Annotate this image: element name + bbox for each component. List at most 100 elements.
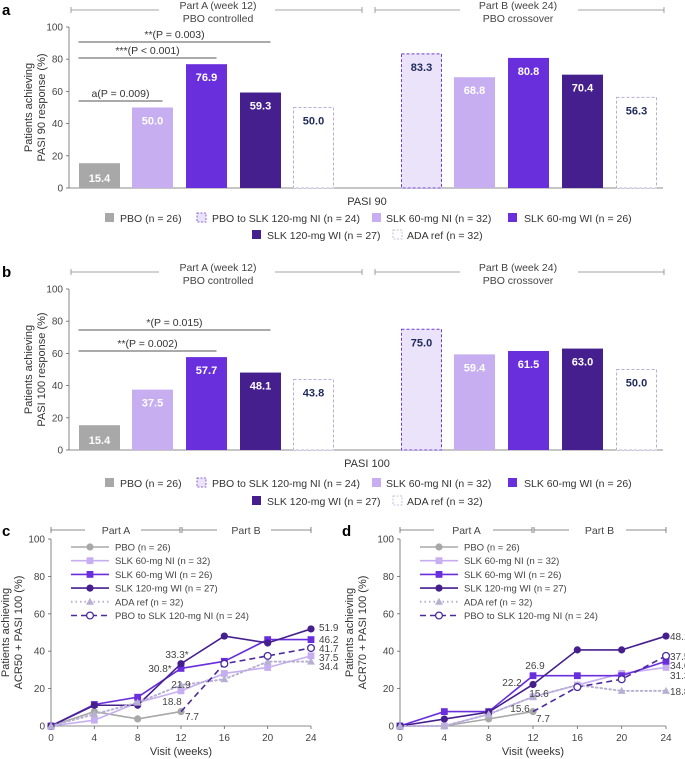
data-point-slk60_wi bbox=[307, 636, 315, 644]
y-tick-label: 60 bbox=[383, 609, 395, 620]
series-line-pbo bbox=[50, 710, 182, 727]
bar-slk60_ni bbox=[454, 354, 495, 450]
data-point-label: 7.7 bbox=[185, 712, 199, 723]
x-axis-label: PASI 90 bbox=[347, 196, 387, 208]
data-point-slk60_wi bbox=[440, 708, 448, 716]
legend-label-ada: ADA ref (n = 32) bbox=[407, 496, 483, 508]
legend-label-slk60_ni: SLK 60-mg NI (n = 32) bbox=[386, 213, 491, 225]
y-tick-label: 80 bbox=[52, 55, 64, 66]
data-point-label: 33.3* bbox=[165, 650, 188, 661]
legend-swatch-slk60_wi bbox=[508, 213, 517, 222]
y-axis-label-line1: Patients achieving bbox=[23, 325, 35, 414]
data-point-ada bbox=[307, 657, 315, 665]
significance-label: **(P = 0.002) bbox=[117, 338, 177, 350]
data-point-label: 31.3 bbox=[670, 671, 685, 682]
data-point-slk60_wi bbox=[529, 672, 537, 680]
series-line-crossover bbox=[180, 647, 312, 713]
legend-label-ada: ADA ref (n = 32) bbox=[407, 230, 483, 242]
legend-label-crossover: PBO to SLK 120-mg NI (n = 24) bbox=[212, 478, 360, 490]
data-point-slk120_wi bbox=[618, 646, 626, 654]
data-point-label: 7.7 bbox=[536, 714, 550, 725]
bar-value-label: 83.3 bbox=[411, 62, 432, 74]
data-point-slk60_wi bbox=[134, 693, 142, 701]
bar-value-label: 61.5 bbox=[518, 359, 539, 371]
bar-pbo bbox=[79, 425, 120, 450]
y-tick-label: 80 bbox=[383, 572, 395, 583]
data-point-slk120_wi bbox=[220, 632, 228, 640]
header-part_a-line1: Part A (week 12) bbox=[179, 0, 256, 12]
legend-label-crossover: PBO to SLK 120-mg NI (n = 24) bbox=[464, 611, 598, 622]
panel-letter-d: d bbox=[342, 523, 351, 540]
legend-swatch-slk120_wi bbox=[252, 496, 261, 505]
data-point-slk60_ni bbox=[307, 652, 315, 660]
header-part-b: Part B bbox=[231, 525, 260, 537]
x-tick-label: 12 bbox=[527, 733, 539, 744]
data-point-ada bbox=[529, 692, 537, 700]
bar-slk120_wi bbox=[240, 372, 281, 450]
header-part_b-line1: Part B (week 24) bbox=[479, 0, 557, 12]
legend-marker-slk60_ni bbox=[86, 557, 94, 565]
legend-marker-pbo bbox=[86, 543, 94, 551]
data-point-ada bbox=[220, 675, 229, 683]
data-point-crossover bbox=[220, 659, 229, 668]
x-tick-label: 24 bbox=[305, 733, 317, 744]
x-axis-label: Visit (weeks) bbox=[150, 746, 212, 758]
data-point-ada bbox=[263, 657, 272, 665]
y-tick-label: 100 bbox=[377, 535, 394, 546]
legend-label-slk60_wi: SLK 60-mg WI (n = 26) bbox=[115, 570, 212, 581]
y-tick-label: 60 bbox=[52, 87, 64, 98]
data-point-label: 48.1 bbox=[670, 632, 685, 643]
significance-label: *(P = 0.015) bbox=[146, 317, 202, 329]
data-point-slk60_wi bbox=[662, 657, 670, 665]
bar-value-label: 37.5 bbox=[142, 398, 163, 410]
y-axis-label-line1: Patients achieving bbox=[344, 588, 356, 677]
legend-marker-pbo bbox=[435, 543, 443, 551]
legend-swatch-pbo bbox=[105, 213, 114, 222]
data-point-slk60_ni bbox=[264, 664, 272, 671]
legend-swatch-slk60_ni bbox=[372, 478, 381, 487]
data-point-slk120_wi bbox=[90, 701, 98, 709]
y-axis-label-line2: PASI 90 response (%) bbox=[36, 53, 48, 161]
bar-slk60_wi bbox=[508, 350, 549, 450]
data-point-slk120_wi bbox=[177, 660, 185, 668]
data-point-slk60_ni bbox=[177, 687, 185, 695]
header-part-a: Part A bbox=[452, 525, 481, 537]
y-tick-label: 40 bbox=[52, 119, 64, 130]
header-part_a-line2: PBO controlled bbox=[183, 13, 254, 25]
data-point-slk60_ni bbox=[220, 670, 228, 677]
bar-value-label: 59.4 bbox=[464, 362, 486, 374]
header-part_a-line2: PBO controlled bbox=[183, 275, 254, 287]
data-point-label: 15.6 bbox=[529, 689, 549, 700]
legend-label-pbo: PBO (n = 26) bbox=[115, 543, 171, 554]
y-axis-label-line2: ACR70 + PASI 100 (%) bbox=[357, 576, 369, 690]
y-tick-label: 100 bbox=[28, 535, 45, 546]
data-point-label: 51.9 bbox=[319, 623, 339, 634]
y-tick-label: 0 bbox=[388, 722, 394, 733]
data-point-crossover bbox=[661, 651, 671, 660]
legend-label-crossover: PBO to SLK 120-mg NI (n = 24) bbox=[115, 611, 249, 622]
x-axis-label: PASI 100 bbox=[344, 458, 390, 470]
bar-ada bbox=[616, 96, 657, 189]
legend-swatch-slk120_wi bbox=[252, 230, 261, 239]
data-point-label: 34.4 bbox=[319, 662, 339, 673]
y-axis-label-line2: ACR50 + PASI 100 (%) bbox=[13, 576, 25, 690]
header-part_b-line2: PBO crossover bbox=[483, 13, 554, 25]
legend-label-slk60_wi: SLK 60-mg WI (n = 26) bbox=[524, 478, 632, 490]
legend-label-ada: ADA ref (n = 32) bbox=[115, 597, 183, 608]
legend-swatch-ada bbox=[392, 495, 403, 506]
bar-value-label: 43.8 bbox=[303, 387, 324, 399]
bar-ada bbox=[616, 369, 657, 451]
x-tick-label: 24 bbox=[660, 733, 672, 744]
legend-label-slk60_wi: SLK 60-mg WI (n = 26) bbox=[524, 213, 632, 225]
legend-marker-slk120_wi bbox=[86, 584, 94, 592]
data-point-label: 34.6 bbox=[670, 661, 685, 672]
legend-label-pbo: PBO (n = 26) bbox=[120, 478, 182, 490]
y-tick-label: 100 bbox=[46, 23, 63, 34]
data-point-slk120_wi bbox=[307, 625, 315, 633]
x-axis-label: Visit (weeks) bbox=[502, 746, 564, 758]
data-point-ada bbox=[484, 710, 493, 718]
y-tick-label: 40 bbox=[383, 647, 395, 658]
x-tick-label: 0 bbox=[397, 733, 403, 744]
data-point-ada bbox=[396, 722, 404, 729]
data-point-label: 46.2 bbox=[319, 635, 339, 646]
